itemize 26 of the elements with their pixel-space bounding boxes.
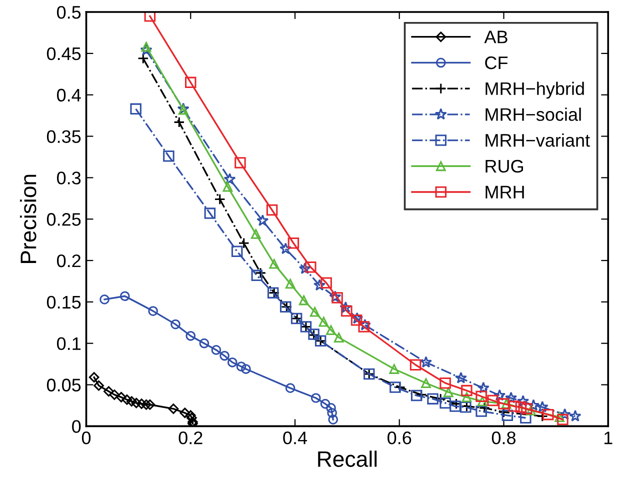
- x-tick-label: 0.4: [283, 432, 308, 444]
- y-tick-label: 0.15: [46, 296, 81, 309]
- x-tick-label: 0.2: [178, 432, 202, 444]
- x-tick-label: 0.8: [492, 432, 516, 444]
- legend-label: AB: [484, 30, 508, 44]
- legend-label: MRH−hybrid: [486, 82, 584, 99]
- y-tick-label: 0.3: [56, 172, 81, 184]
- y-axis-title: Precision: [20, 174, 36, 263]
- x-tick-label: 0: [82, 432, 91, 444]
- y-tick-label: 0.4: [56, 88, 81, 102]
- legend-label: MRH−social: [486, 108, 581, 121]
- y-tick-label: 0.45: [46, 47, 81, 60]
- legend-label: RUG: [486, 160, 523, 173]
- y-tick-label: 0.25: [46, 213, 81, 226]
- y-tick-label: 0.05: [46, 378, 81, 392]
- legend-label: CF: [485, 56, 508, 70]
- y-tick-label: 0.2: [56, 254, 80, 268]
- x-tick-label: 0.6: [388, 432, 412, 444]
- legend-label: MRH: [486, 186, 524, 198]
- x-axis-title: Recall: [318, 450, 377, 467]
- x-tick-label: 1: [604, 432, 612, 444]
- legend-label: MRH−variant: [486, 134, 590, 147]
- y-tick-label: 0.5: [56, 6, 81, 19]
- y-tick-label: 0.35: [46, 130, 81, 143]
- y-tick-label: 0: [72, 420, 81, 433]
- y-tick-label: 0.1: [56, 337, 81, 350]
